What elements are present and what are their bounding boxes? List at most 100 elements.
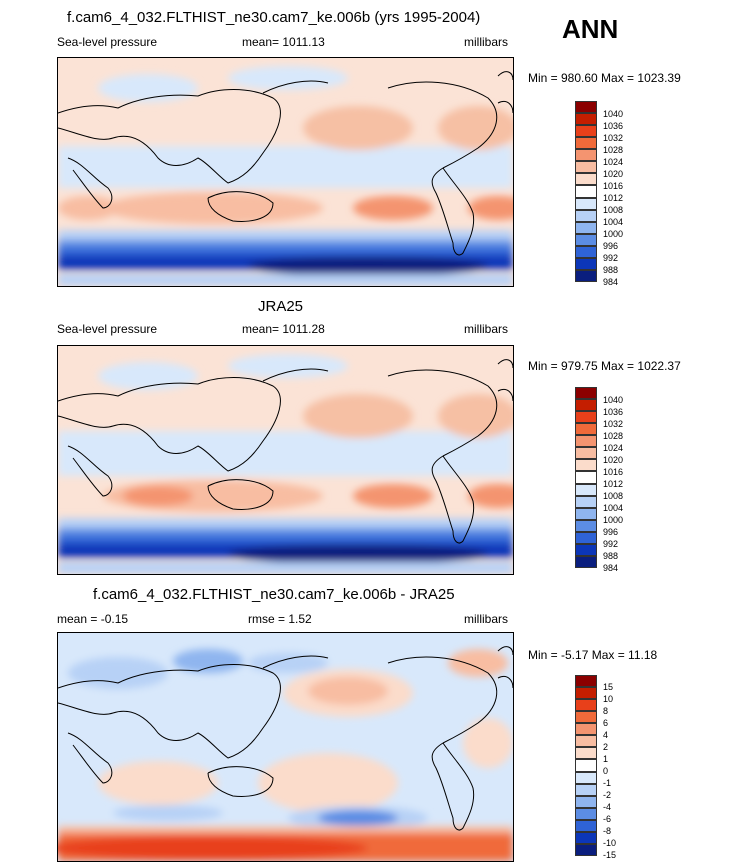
panel-2-map-svg xyxy=(58,346,513,574)
panel-2-colorbar-label: 988 xyxy=(603,551,619,561)
panel-2-colorbar-label: 1008 xyxy=(603,491,624,501)
colorbar-segment xyxy=(575,687,597,700)
colorbar-segment xyxy=(575,411,597,424)
panel-3-title: f.cam6_4_032.FLTHIST_ne30.cam7_ke.006b -… xyxy=(93,586,455,603)
panel-1-mean-label: mean= 1011.13 xyxy=(242,35,325,49)
colorbar-segment xyxy=(575,747,597,760)
panel-3-mean-label: mean = -0.15 xyxy=(57,612,129,626)
colorbar-segment xyxy=(575,831,597,844)
colorbar-segment xyxy=(575,495,597,508)
colorbar-segment xyxy=(575,209,597,222)
panel-1-range-label: Min = 980.60 Max = 1023.39 xyxy=(528,71,681,85)
panel-3-map-svg xyxy=(58,633,513,861)
panel-2-colorbar-label: 996 xyxy=(603,527,619,537)
panel-1-variable-label: Sea-level pressure xyxy=(57,35,158,49)
panel-2-colorbar-label: 1036 xyxy=(603,407,624,417)
colorbar-segment xyxy=(575,387,597,400)
colorbar-segment xyxy=(575,149,597,162)
panel-2-range-label: Min = 979.75 Max = 1022.37 xyxy=(528,359,681,373)
panel-2-colorbar-label: 984 xyxy=(603,563,619,573)
panel-1-colorbar-label: 1016 xyxy=(603,181,624,191)
colorbar-segment xyxy=(575,233,597,246)
colorbar-segment xyxy=(575,173,597,186)
panel-3-colorbar-label: -4 xyxy=(603,802,612,812)
colorbar-segment xyxy=(575,807,597,820)
colorbar-segment xyxy=(575,507,597,520)
colorbar-segment xyxy=(575,819,597,832)
panel-2-colorbar-label: 1020 xyxy=(603,455,624,465)
colorbar-segment xyxy=(575,221,597,234)
panel-3-colorbar-label: 0 xyxy=(603,766,609,776)
colorbar-segment xyxy=(575,723,597,736)
colorbar-segment xyxy=(575,399,597,412)
colorbar-segment xyxy=(575,137,597,150)
colorbar-segment xyxy=(575,759,597,772)
colorbar-segment xyxy=(575,783,597,796)
panel-1-map-svg xyxy=(58,58,513,286)
colorbar-segment xyxy=(575,843,597,856)
colorbar-segment xyxy=(575,483,597,496)
panel-3-map xyxy=(57,632,514,862)
panel-1-colorbar-label: 1040 xyxy=(603,109,624,119)
panel-3-colorbar-label: 4 xyxy=(603,730,609,740)
colorbar-segment xyxy=(575,735,597,748)
panel-3-colorbar-label: 8 xyxy=(603,706,609,716)
colorbar-segment xyxy=(575,197,597,210)
colorbar-segment xyxy=(575,795,597,808)
panel-3-range-label: Min = -5.17 Max = 11.18 xyxy=(528,648,658,662)
panel-3-colorbar-label: 6 xyxy=(603,718,609,728)
panel-2-mean-label: mean= 1011.28 xyxy=(242,322,325,336)
colorbar-segment xyxy=(575,543,597,556)
colorbar-segment xyxy=(575,257,597,270)
panel-1-map xyxy=(57,57,514,287)
panel-3-colorbar-label: 2 xyxy=(603,742,609,752)
colorbar-segment xyxy=(575,435,597,448)
panel-1-colorbar-label: 1036 xyxy=(603,121,624,131)
panel-1-title: f.cam6_4_032.FLTHIST_ne30.cam7_ke.006b (… xyxy=(67,9,481,26)
panel-3-colorbar-label: -2 xyxy=(603,790,612,800)
panel-1-colorbar-label: 1032 xyxy=(603,133,624,143)
panel-1-colorbar-label: 992 xyxy=(603,253,619,263)
panel-3-colorbar-label: -15 xyxy=(603,850,617,860)
colorbar-segment xyxy=(575,245,597,258)
colorbar-segment xyxy=(575,447,597,460)
panel-1-colorbar: 1040 1036 1032 1028 1024 1020 1016 1012 … xyxy=(575,101,623,287)
panel-3-colorbar-label: -10 xyxy=(603,838,617,848)
panel-2-colorbar-label: 1032 xyxy=(603,419,624,429)
panel-2-colorbar-label: 1000 xyxy=(603,515,624,525)
colorbar-segment xyxy=(575,125,597,138)
panel-1-colorbar-label: 996 xyxy=(603,241,619,251)
panel-2-colorbar-label: 1012 xyxy=(603,479,624,489)
panel-1-colorbar-label: 1028 xyxy=(603,145,624,155)
panel-1-colorbar-label: 1004 xyxy=(603,217,624,227)
panel-3-colorbar-label: 1 xyxy=(603,754,609,764)
panel-3-rmse-label: rmse = 1.52 xyxy=(248,612,312,626)
colorbar-segment xyxy=(575,113,597,126)
panel-3-colorbar: 15 10 8 6 4 2 1 0 -1 -2 -4 -6 -8 -10 -15 xyxy=(575,675,616,860)
panel-3-colorbar-label: -1 xyxy=(603,778,612,788)
colorbar-segment xyxy=(575,185,597,198)
panel-1-units-label: millibars xyxy=(464,35,509,49)
panel-1-colorbar-label: 1020 xyxy=(603,169,624,179)
colorbar-segment xyxy=(575,459,597,472)
colorbar-segment xyxy=(575,771,597,784)
panel-2-colorbar-label: 1016 xyxy=(603,467,624,477)
colorbar-segment xyxy=(575,555,597,568)
colorbar-segment xyxy=(575,699,597,712)
colorbar-segment xyxy=(575,269,597,282)
colorbar-segment xyxy=(575,675,597,688)
panel-1-colorbar-label: 984 xyxy=(603,277,619,287)
panel-1-colorbar-label: 1000 xyxy=(603,229,624,239)
panel-3-colorbar-label: -8 xyxy=(603,826,612,836)
colorbar-segment xyxy=(575,423,597,436)
colorbar-segment xyxy=(575,161,597,174)
colorbar-segment xyxy=(575,531,597,544)
panel-3-colorbar-label: -6 xyxy=(603,814,612,824)
panel-2-units-label: millibars xyxy=(464,322,509,336)
panel-2-colorbar-label: 992 xyxy=(603,539,619,549)
panel-2-colorbar-label: 1024 xyxy=(603,443,624,453)
panel-1-colorbar-label: 1008 xyxy=(603,205,624,215)
panel-3-units-label: millibars xyxy=(464,612,509,626)
panel-1-colorbar-label: 1024 xyxy=(603,157,624,167)
season-label: ANN xyxy=(562,14,619,44)
